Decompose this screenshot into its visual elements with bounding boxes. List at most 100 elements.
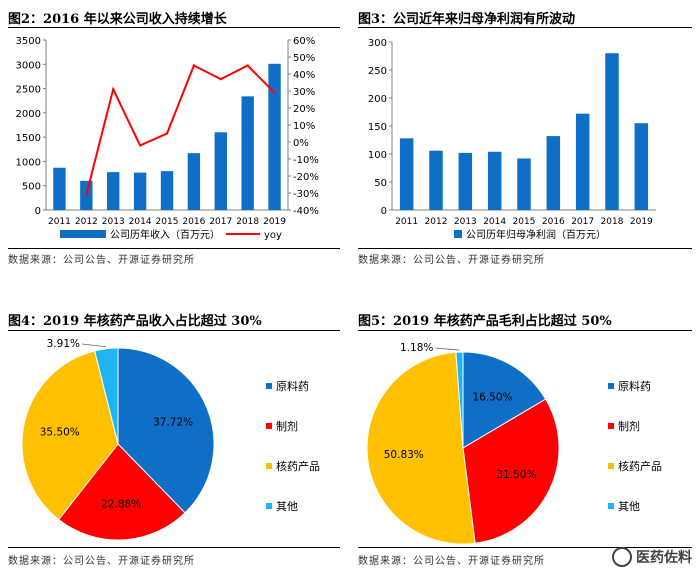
y-tick-label: 2000 [16,109,41,120]
wechat-icon [612,547,632,567]
y-tick-label: 150 [368,122,387,133]
watermark-text: 医药佐料 [636,550,692,566]
y-tick-label: 0 [381,206,387,217]
legend-swatch [266,463,272,469]
x-tick-label: 2017 [571,217,594,227]
legend-swatch [266,383,272,389]
pie-value-label: 31.50% [496,469,536,481]
pie-value-label: 35.50% [40,427,80,439]
y-tick-label: 200 [368,94,387,105]
legend-label: 原料药 [276,379,309,393]
x-tick-label: 2011 [48,217,71,227]
pie-leader-line [81,343,107,348]
pie-value-label: 37.72% [153,417,193,429]
revenue-bar [160,171,174,210]
profit-bar [399,138,414,210]
x-tick-label: 2018 [601,217,624,227]
y-tick-label: 250 [368,66,387,77]
title-rule [8,330,340,331]
title-rule [358,27,692,28]
yoy-point [273,91,276,94]
x-tick-label: 2019 [630,217,653,227]
pie-value-label: 22.88% [101,498,141,510]
title-rule [358,330,692,331]
y2-tick-label: 20% [293,104,315,115]
pie-value-label: 50.83% [384,449,424,461]
source-rule [8,248,340,249]
profit-bar [605,53,619,211]
legend-swatch [608,503,614,509]
x-tick-label: 2016 [542,217,565,227]
y-tick-label: 50 [374,178,387,189]
y2-tick-label: -30% [293,189,319,200]
legend-revenue-label: 公司历年收入（百万元） [110,228,220,241]
pie-slice [58,443,186,541]
revenue-source: 数据来源：公司公告、开源证券研究所 [8,255,195,266]
legend-revenue-swatch [60,230,106,238]
pie-value-label: 3.91% [47,338,80,350]
yoy-point [112,88,115,91]
yoy-point [246,64,249,67]
profit-panel: 图3：公司近年来归母净利润有所波动 0 50 100 150 200 250 300 2011… [358,0,692,270]
revenue-share-title: 图4：2019 年核药产品收入占比超过 30% [8,314,262,329]
revenue-panel: 图2：2016 年以来公司收入持续增长 0 500 1000 1500 2000 2500… [8,0,340,270]
legend-swatch [266,423,272,429]
y2-tick-label: 40% [293,70,315,81]
profit-chart-title: 图3：公司近年来归母净利润有所波动 [358,12,576,27]
title-rule [8,27,340,28]
revenue-bar [133,172,147,210]
revenue-bar [268,63,281,210]
legend-swatch [608,423,614,429]
x-tick-label: 2017 [209,217,232,227]
legend-label: 其他 [618,500,640,513]
x-tick-label: 2019 [263,217,286,227]
revenue-bar [214,132,227,210]
legend-yoy-label: yoy [264,230,282,241]
x-tick-label: 2014 [483,217,506,227]
x-tick-label: 2011 [395,217,418,227]
revenue-bar [53,167,66,210]
y-tick-label: 3500 [16,36,41,47]
revenue-share-panel: 图4：2019 年核药产品收入占比超过 30% 37.72% 22.88% 35.5… [8,300,340,570]
legend-label: 其他 [276,500,298,513]
y-tick-label: 2500 [16,85,41,96]
y-tick-label: 0 [35,206,41,217]
legend-profit-label: 公司历年归母净利润（百万元） [466,228,606,241]
legend-label: 核药产品 [618,459,662,473]
pie-leader-line [435,347,460,351]
source-rule [358,248,692,249]
legend-swatch [608,383,614,389]
revenue-bar [241,96,254,210]
y-tick-label: 100 [368,150,387,161]
x-tick-label: 2015 [513,217,536,227]
x-tick-label: 2018 [236,217,259,227]
pie-slice [462,351,547,449]
pie-value-label: 1.18% [400,342,433,354]
x-tick-label: 2012 [75,217,98,227]
yoy-point [165,132,169,135]
yoy-point [85,193,88,196]
x-tick-label: 2016 [182,217,205,227]
x-tick-label: 2013 [102,217,125,227]
x-tick-label: 2012 [425,217,448,227]
gross-profit-share-title: 图5：2019 年核药产品毛利占比超过 50% [358,314,612,329]
legend-profit-swatch [454,230,462,238]
profit-bar [517,158,531,210]
y-tick-label: 500 [22,182,41,193]
y2-tick-label: 10% [293,121,315,132]
yoy-point [192,64,196,67]
pie-slice [366,351,476,545]
pie-slice [21,350,119,521]
legend-label: 原料药 [618,379,651,393]
yoy-point [138,144,142,147]
legend-label: 核药产品 [276,459,320,473]
profit-bar [575,113,590,210]
pie-slice [462,398,560,544]
y2-tick-label: -40% [293,206,319,217]
pie-slice [117,347,215,514]
legend-label: 制剂 [276,419,298,433]
y2-tick-label: 0% [293,138,309,149]
yoy-point [219,77,222,81]
